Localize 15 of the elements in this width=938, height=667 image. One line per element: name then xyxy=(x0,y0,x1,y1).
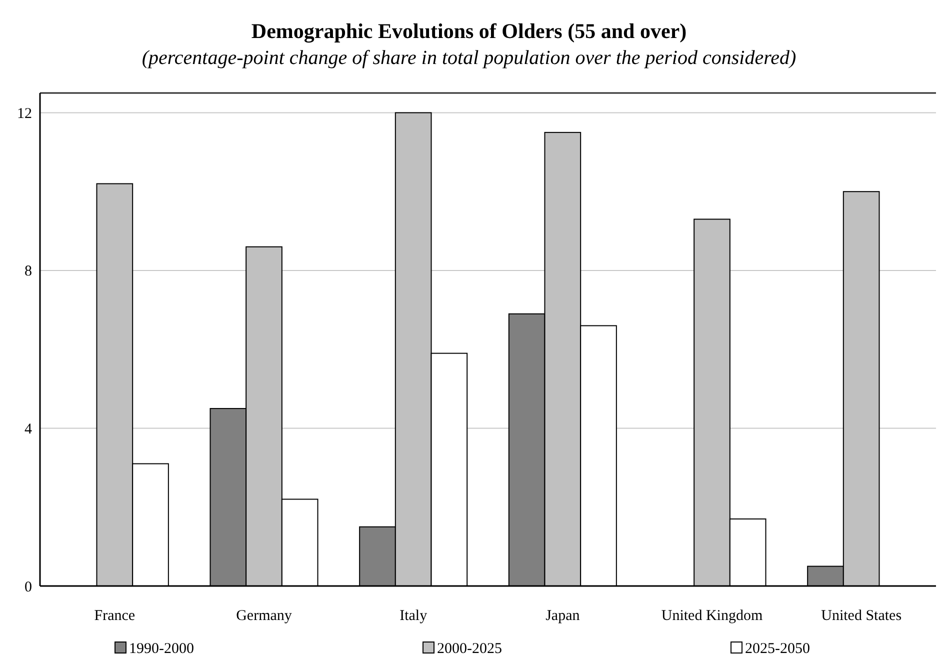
chart-title: Demographic Evolutions of Olders (55 and over) xyxy=(251,19,687,43)
y-tick-label: 8 xyxy=(24,264,32,280)
legend-label: 2000-2025 xyxy=(437,641,502,657)
x-tick-label: Japan xyxy=(546,608,580,624)
x-tick-label: United Kingdom xyxy=(661,608,763,624)
x-tick-label: France xyxy=(94,608,136,624)
legend-label: 1990-2000 xyxy=(129,641,194,657)
x-tick-label: Italy xyxy=(400,608,428,624)
legend-label: 2025-2050 xyxy=(745,641,810,657)
x-tick-label: Germany xyxy=(236,608,292,624)
y-tick-label: 4 xyxy=(24,421,32,438)
x-tick-label: United States xyxy=(821,608,902,624)
chart-subtitle: (percentage-point change of share in total population over the period considered) xyxy=(142,47,796,69)
y-tick-label: 12 xyxy=(17,106,32,122)
y-tick-label: 0 xyxy=(24,579,32,596)
